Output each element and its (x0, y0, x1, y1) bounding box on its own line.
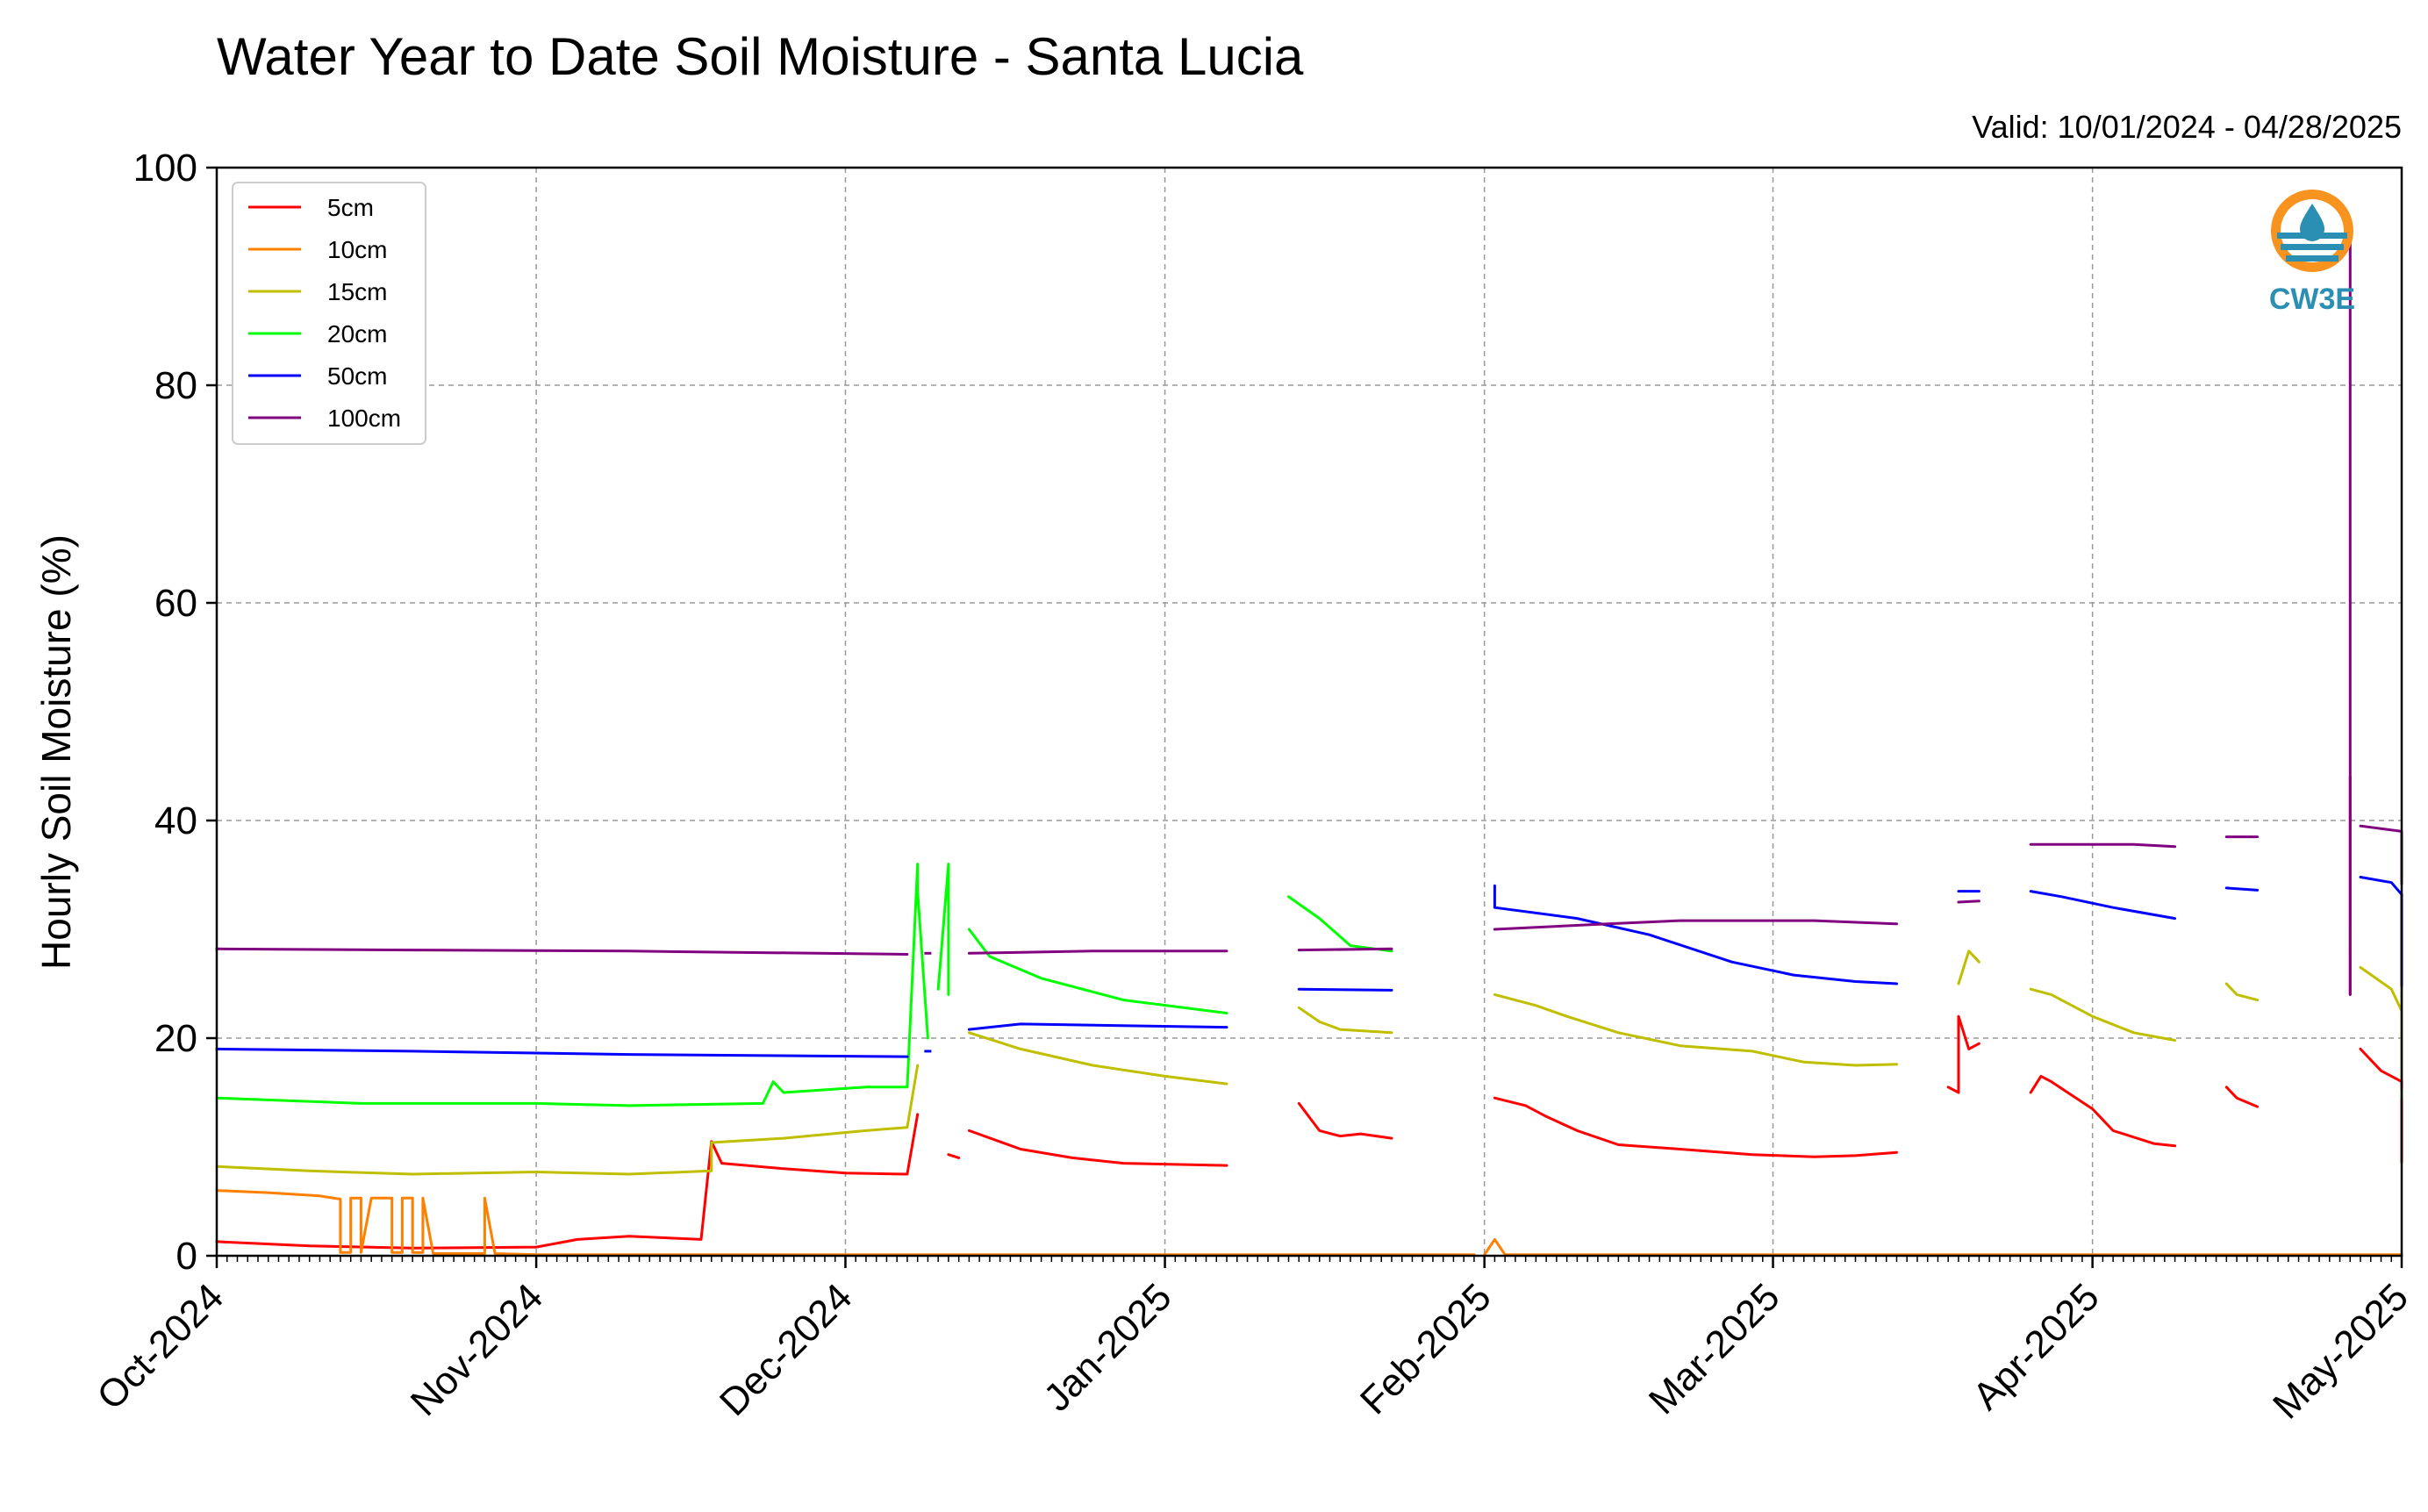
series-20cm-segment (967, 928, 1228, 1014)
logo-text: CW3E (2269, 283, 2355, 316)
legend: 5cm 10cm 15cm 20cm 50cm 100cm (232, 182, 426, 445)
y-tick-label: 0 (176, 1235, 197, 1278)
series-100cm-segment (967, 949, 1228, 955)
data-series (215, 220, 2403, 1257)
series-15cm-segment (967, 1031, 1228, 1086)
series-5cm-segment (2029, 1074, 2177, 1148)
series-50cm-segment (967, 1022, 1228, 1031)
series-50cm-segment (2029, 890, 2177, 921)
y-axis-label: Hourly Soil Moisture (%) (33, 534, 79, 970)
series-5cm-segment (2224, 1086, 2260, 1108)
y-tick-label: 20 (154, 1017, 197, 1060)
series-50cm-segment (1297, 987, 1393, 992)
series-15cm-segment (1493, 992, 1898, 1067)
valid-date-range: Valid: 10/01/2024 - 04/28/2025 (1972, 109, 2402, 145)
series-20cm-segment (215, 863, 929, 1107)
logo-wave-2 (2281, 244, 2344, 250)
legend-label-50cm: 50cm (327, 362, 387, 390)
series-100cm-segment (1493, 919, 1898, 931)
series-20cm-segment (936, 863, 950, 996)
series-100cm-segment (1957, 899, 1980, 904)
series-50cm (215, 876, 2403, 1058)
series-5cm-segment (1297, 1101, 1393, 1140)
legend-label-15cm: 15cm (327, 278, 387, 305)
chart-title: Water Year to Date Soil Moisture - Santa… (217, 27, 1304, 86)
y-tick-label: 60 (154, 582, 197, 625)
series-5cm-segment (1946, 1014, 1980, 1094)
series-100cm-segment (2029, 842, 2177, 849)
series-50cm-segment (215, 1047, 909, 1058)
grid-lines (217, 168, 2402, 1256)
logo-wave-3 (2286, 255, 2338, 262)
series-15cm-segment (215, 1064, 920, 1176)
series-15cm-segment (1957, 949, 1980, 985)
legend-label-5cm: 5cm (327, 194, 374, 221)
series-15cm-segment (2029, 987, 2177, 1042)
legend-label-100cm: 100cm (327, 405, 401, 432)
series-50cm-segment (1493, 884, 1898, 985)
series-5cm-segment (947, 1153, 961, 1159)
y-tick-label: 100 (133, 147, 197, 190)
series-5cm-segment (967, 1129, 1228, 1167)
water-drop-icon (2300, 204, 2324, 241)
series-15cm-segment (1297, 1006, 1393, 1035)
y-tick-label: 80 (154, 364, 197, 407)
series-15cm-segment (2224, 982, 2260, 1002)
legend-label-10cm: 10cm (327, 236, 387, 263)
legend-label-20cm: 20cm (327, 320, 387, 348)
series-100cm-segment (215, 947, 909, 956)
series-50cm-segment (2224, 886, 2260, 892)
series-10cm-segment (215, 1189, 1476, 1257)
series-5cm-segment (1493, 1096, 1898, 1158)
legend-entries: 5cm 10cm 15cm 20cm 50cm 100cm (248, 194, 401, 432)
cw3e-logo: CW3E (2269, 190, 2355, 316)
y-tick-label: 40 (154, 799, 197, 842)
